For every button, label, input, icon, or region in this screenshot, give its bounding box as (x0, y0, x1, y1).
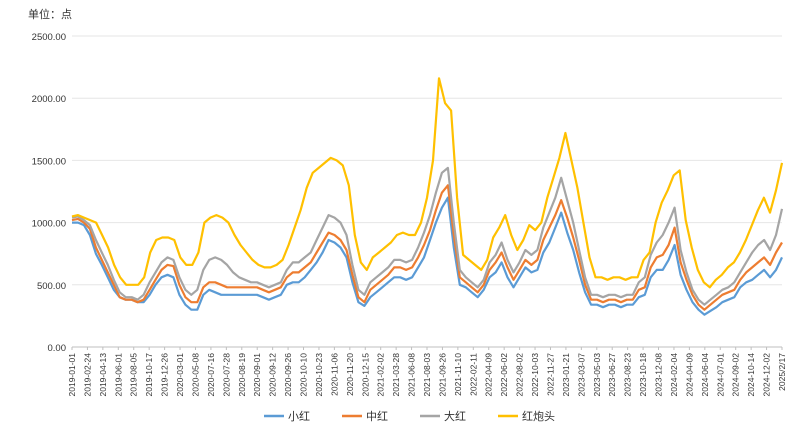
y-tick-label: 2500.00 (32, 32, 66, 43)
x-tick-label: 2023-05-03 (592, 353, 602, 397)
x-tick-label: 2020-09-12 (268, 353, 278, 397)
series-line-4 (71, 77, 784, 289)
x-tick-label: 2019-10-17 (144, 353, 154, 397)
y-tick-label: 1500.00 (32, 156, 66, 167)
x-tick-label: 2022-04-09 (484, 353, 494, 397)
x-tick-label: 2021-03-28 (391, 353, 401, 397)
series-line-1 (72, 196, 783, 316)
legend-label: 红炮头 (522, 410, 555, 423)
x-tick-label: 2020-12-15 (360, 353, 370, 397)
x-tick-label: 2020-05-08 (190, 353, 200, 397)
x-tick-label: 2019-06-01 (113, 353, 123, 397)
legend: 小红 中红 大红 红炮头 (264, 409, 555, 423)
x-tick-label: 2020-09-01 (252, 353, 262, 397)
legend-label: 大红 (444, 409, 466, 423)
x-tick-label: 2024-09-02 (731, 353, 741, 397)
x-tick-label: 2023-01-21 (561, 353, 571, 397)
series-line-3 (71, 166, 784, 306)
x-tick-label: 2019-01-01 (67, 353, 77, 397)
x-tick-label: 2024-06-04 (700, 353, 710, 397)
unit-label: 单位：点 (28, 7, 72, 21)
x-tick-label: 2023-12-08 (654, 353, 664, 397)
series-line-2 (71, 184, 783, 311)
x-tick-label: 2025/2/17 (777, 353, 787, 391)
x-tick-label: 2019-08-05 (129, 353, 139, 397)
x-tick-label: 2020-10-10 (299, 353, 309, 397)
x-tick-label: 2023-08-23 (623, 353, 633, 397)
x-tick-label: 2020-11-06 (329, 353, 339, 396)
x-axis: 2019-01-01 2019-02-24 2019-04-13 2019-06-01… (67, 347, 787, 396)
x-tick-label: 2023-10-18 (638, 353, 648, 397)
x-tick-label: 2022-11-27 (545, 353, 555, 396)
x-tick-label: 2024-02-04 (669, 353, 679, 397)
y-tick-label: 2000.00 (32, 94, 66, 105)
x-tick-label: 2021-11-10 (453, 353, 463, 396)
x-tick-label: 2022-02-11 (468, 353, 478, 396)
x-tick-label: 2019-12-26 (160, 353, 170, 397)
y-tick-label: 1000.00 (32, 219, 66, 230)
series-lines (71, 77, 784, 316)
x-tick-label: 2022-06-02 (499, 353, 509, 397)
x-tick-label: 2019-04-13 (98, 353, 108, 397)
x-tick-label: 2021-06-08 (407, 353, 417, 397)
legend-label: 小红 (288, 410, 310, 423)
x-tick-label: 2024-07-01 (715, 353, 725, 397)
x-tick-label: 2024-10-14 (746, 353, 756, 397)
x-tick-label: 2022-10-03 (530, 353, 540, 397)
x-tick-label: 2020-08-19 (237, 353, 247, 397)
x-tick-label: 2020-11-20 (345, 353, 355, 396)
x-tick-label: 2022-08-02 (515, 353, 525, 397)
x-tick-label: 2020-03-01 (175, 353, 185, 397)
x-tick-label: 2020-07-28 (221, 353, 231, 397)
legend-label: 中红 (366, 410, 388, 423)
x-tick-label: 2024-04-09 (684, 353, 694, 397)
y-axis: 0.00 500.00 1000.00 1500.00 2000.00 2500.00 (32, 32, 66, 354)
x-tick-label: 2020-07-16 (206, 353, 216, 397)
x-tick-label: 2020-10-23 (314, 353, 324, 397)
x-tick-label: 2021-08-03 (422, 353, 432, 397)
x-tick-label: 2023-06-27 (607, 353, 617, 397)
x-tick-label: 2023-03-07 (576, 353, 586, 397)
x-tick-label: 2024-12-02 (762, 353, 772, 397)
x-tick-label: 2021-02-02 (376, 353, 386, 397)
x-tick-label: 2019-02-24 (82, 353, 92, 397)
x-tick-label: 2020-09-26 (283, 353, 293, 397)
y-tick-label: 0.00 (48, 343, 67, 354)
y-tick-label: 500.00 (37, 281, 66, 292)
x-tick-label: 2021-09-26 (437, 353, 447, 397)
